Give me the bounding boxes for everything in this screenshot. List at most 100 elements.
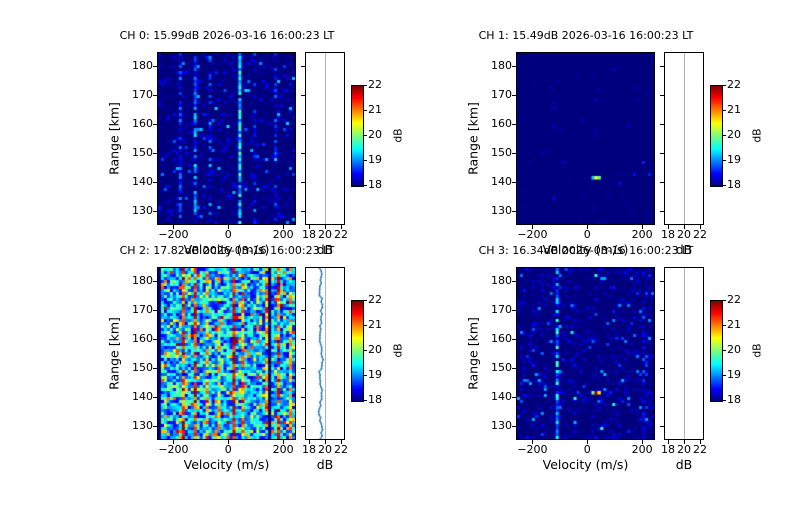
- profile-x-tick-label: 20: [677, 443, 691, 456]
- profile-y-tick-mark: [660, 281, 664, 283]
- colorbar-tick-mark: [364, 325, 367, 326]
- plot-title: CH 0: 15.99dB 2026-03-16 16:00:23 LT: [119, 29, 335, 42]
- colorbar-label: dB: [392, 343, 405, 358]
- y-tick-label: 160: [491, 332, 512, 346]
- y-tick-mark: [512, 124, 516, 126]
- colorbar-tick-label: 19: [727, 368, 741, 381]
- colorbar-tick-mark: [364, 135, 367, 136]
- x-tick-mark: [642, 440, 644, 444]
- colorbar-tick-label: 21: [368, 103, 382, 116]
- profile-x-tick-label: 22: [334, 443, 348, 456]
- y-tick-mark: [153, 124, 157, 126]
- x-tick-mark: [587, 440, 589, 444]
- profile-x-tick-mark: [309, 225, 310, 229]
- colorbar-tick-label: 19: [368, 368, 382, 381]
- spectrogram-plot: [516, 52, 655, 225]
- y-tick-label: 180: [491, 274, 512, 288]
- colorbar-tick-mark: [723, 300, 726, 301]
- colorbar-tick-mark: [364, 85, 367, 86]
- y-tick-mark: [153, 425, 157, 427]
- profile-y-tick-mark: [301, 66, 305, 68]
- y-tick-label: 140: [491, 389, 512, 403]
- profile-line-canvas: [665, 268, 703, 439]
- profile-x-tick-label: 22: [693, 443, 707, 456]
- colorbar-tick-label: 22: [368, 78, 382, 91]
- colorbar-tick-mark: [723, 350, 726, 351]
- y-tick-label: 150: [491, 360, 512, 374]
- x-tick-label: 0: [583, 228, 591, 241]
- y-tick-mark: [153, 339, 157, 341]
- profile-x-tick-label: 18: [661, 443, 675, 456]
- plot-title: CH 2: 17.82dB 2026-03-16 16:00:23 LT: [119, 244, 335, 257]
- colorbar-tick-mark: [364, 160, 367, 161]
- y-tick-mark: [512, 152, 516, 154]
- db-profile-panel: [305, 267, 345, 440]
- spectrogram-canvas: [158, 53, 295, 224]
- profile-x-tick-mark: [668, 440, 669, 444]
- x-tick-mark: [228, 225, 230, 229]
- colorbar-tick-mark: [364, 375, 367, 376]
- colorbar-tick-label: 21: [368, 318, 382, 331]
- db-profile-panel: [305, 52, 345, 225]
- y-tick-mark: [153, 210, 157, 212]
- x-tick-mark: [642, 225, 644, 229]
- x-tick-mark: [532, 225, 534, 229]
- colorbar-tick-mark: [723, 85, 726, 86]
- y-tick-mark: [153, 95, 157, 97]
- profile-x-tick-label: 20: [677, 228, 691, 241]
- y-tick-mark: [153, 396, 157, 398]
- y-tick-label: 170: [132, 303, 153, 317]
- profile-y-tick-mark: [660, 339, 664, 341]
- colorbar-tick-label: 20: [368, 128, 382, 141]
- colorbar-tick-label: 22: [727, 293, 741, 306]
- colorbar-tick-mark: [723, 185, 726, 186]
- profile-axis-label: dB: [316, 242, 334, 257]
- y-tick-mark: [512, 66, 516, 68]
- profile-x-tick-mark: [325, 225, 326, 229]
- profile-y-tick-mark: [301, 396, 305, 398]
- y-tick-mark: [512, 281, 516, 283]
- y-tick-label: 160: [491, 117, 512, 131]
- colorbar-tick-label: 18: [727, 393, 741, 406]
- y-tick-label: 170: [491, 303, 512, 317]
- colorbar-tick-label: 21: [727, 318, 741, 331]
- colorbar-tick-mark: [723, 375, 726, 376]
- profile-y-tick-mark: [301, 310, 305, 312]
- profile-x-tick-mark: [684, 440, 685, 444]
- y-tick-mark: [512, 181, 516, 183]
- colorbar-tick-mark: [723, 110, 726, 111]
- profile-x-tick-mark: [309, 440, 310, 444]
- colorbar-tick-mark: [364, 110, 367, 111]
- profile-x-tick-label: 18: [302, 443, 316, 456]
- colorbar: [710, 85, 723, 187]
- profile-y-tick-mark: [660, 425, 664, 427]
- profile-y-tick-mark: [301, 339, 305, 341]
- colorbar-tick-mark: [364, 185, 367, 186]
- x-tick-label: 200: [631, 228, 653, 241]
- y-tick-mark: [153, 281, 157, 283]
- profile-x-tick-label: 18: [661, 228, 675, 241]
- channel-panel-1: CH 1: 15.49dB 2026-03-16 16:00:23 LT Ran…: [420, 20, 792, 272]
- profile-axis-label: dB: [675, 457, 693, 472]
- y-tick-label: 160: [132, 332, 153, 346]
- profile-y-tick-mark: [301, 152, 305, 154]
- x-axis-label: Velocity (m/s): [542, 242, 629, 257]
- x-tick-mark: [587, 225, 589, 229]
- x-axis-label: Velocity (m/s): [542, 457, 629, 472]
- x-tick-mark: [532, 440, 534, 444]
- colorbar-tick-mark: [723, 160, 726, 161]
- colorbar-tick-mark: [364, 350, 367, 351]
- y-tick-label: 130: [132, 203, 153, 217]
- profile-y-tick-mark: [660, 181, 664, 183]
- x-tick-mark: [228, 440, 230, 444]
- profile-x-tick-label: 22: [334, 228, 348, 241]
- channel-panel-0: CH 0: 15.99dB 2026-03-16 16:00:23 LT Ran…: [61, 20, 433, 272]
- profile-y-tick-mark: [301, 425, 305, 427]
- colorbar: [351, 300, 364, 402]
- spectrogram-plot: [516, 267, 655, 440]
- x-tick-label: 0: [224, 443, 232, 456]
- colorbar-tick-label: 18: [368, 393, 382, 406]
- db-profile-panel: [664, 52, 704, 225]
- colorbar-gradient: [711, 86, 722, 186]
